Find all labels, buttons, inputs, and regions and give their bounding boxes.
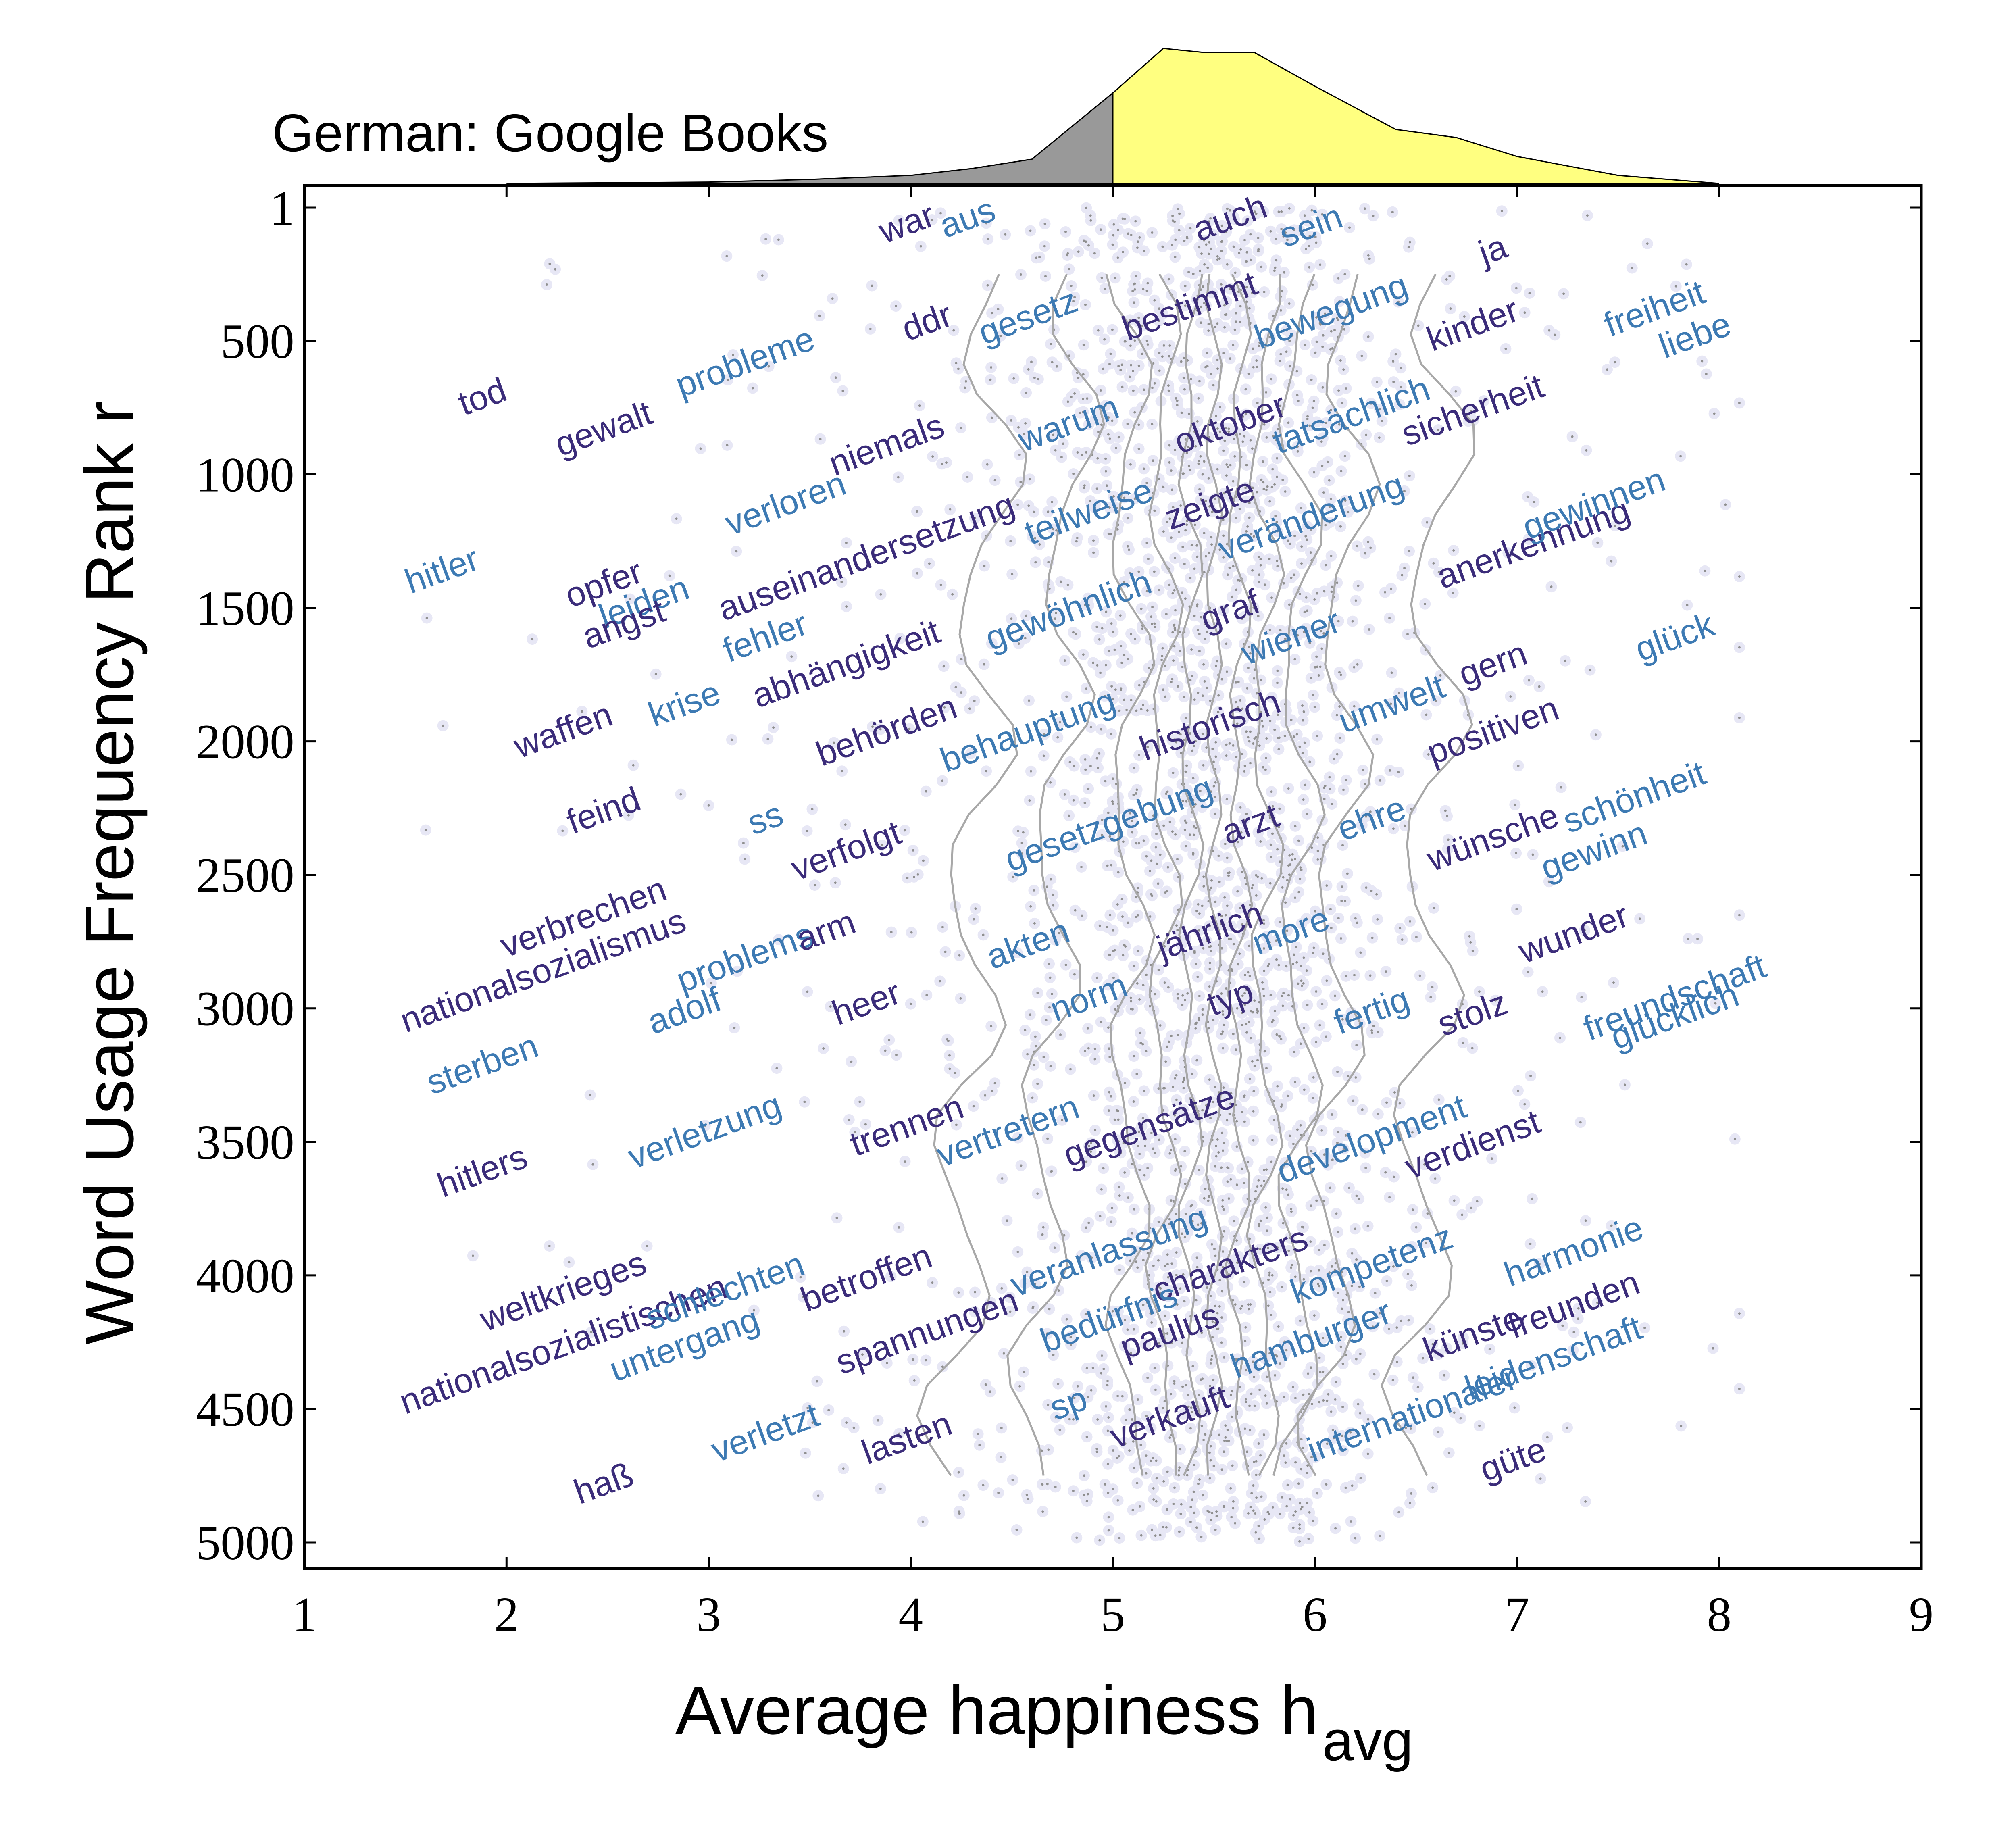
word-label: ja: [1472, 227, 1512, 273]
x-tick-label: 4: [898, 1588, 923, 1642]
contour-line: [1381, 273, 1476, 1476]
word-label: hitler: [400, 539, 484, 601]
contour-line: [1225, 273, 1253, 1476]
contour-line: [1104, 274, 1156, 1476]
x-tick-label: 8: [1707, 1588, 1731, 1642]
word-label: gern: [1454, 633, 1532, 694]
y-tick-label: 4000: [196, 1249, 294, 1303]
point-halos: [420, 202, 1745, 1547]
word-label: verletzung: [623, 1086, 787, 1177]
chart-title: German: Google Books: [272, 103, 828, 163]
y-tick-label: 2500: [196, 848, 294, 903]
y-tick-label: 3000: [196, 982, 294, 1036]
word-label: krise: [644, 673, 725, 734]
y-tick-label: 3500: [196, 1115, 294, 1170]
x-tick-label: 1: [292, 1588, 317, 1642]
x-tick-label: 2: [494, 1588, 519, 1642]
x-tick-label: 3: [696, 1588, 721, 1642]
contour-line: [1006, 273, 1105, 1476]
axis-ticks: 1 2 3 4 5 6 7 8 91500100015002000250030003500400…: [196, 181, 1934, 1642]
word-label: akten: [981, 911, 1075, 977]
x-tick-label: 6: [1303, 1588, 1327, 1642]
contour-line: [1177, 274, 1205, 1476]
histogram-positive-area: [1112, 48, 1719, 184]
y-tick-label: 2000: [196, 715, 294, 769]
x-axis-label-subscript: avg: [1322, 1709, 1413, 1772]
contour-line: [1272, 273, 1326, 1476]
contour-line: [1205, 274, 1223, 1476]
word-label: hitlers: [432, 1137, 532, 1205]
word-label: gewöhnlich: [980, 563, 1156, 658]
word-label: war: [873, 195, 939, 251]
word-label: ddr: [897, 295, 957, 349]
word-label: niemals: [824, 406, 949, 483]
y-tick-label: 5000: [196, 1516, 294, 1570]
word-label: norm: [1045, 966, 1132, 1029]
word-label: arm: [791, 902, 860, 959]
x-tick-label: 5: [1101, 1588, 1125, 1642]
y-tick-label: 500: [221, 314, 294, 369]
word-label: tod: [453, 370, 512, 423]
word-label: ehre: [1332, 788, 1411, 848]
word-label: feind: [562, 779, 646, 842]
x-axis-label: Average happiness havg: [675, 1672, 1413, 1772]
marginal-histogram: [506, 48, 1719, 184]
word-label: waffen: [508, 695, 617, 766]
x-axis-label-main: Average happiness h: [675, 1672, 1318, 1749]
contour-line: [1144, 273, 1184, 1476]
word-label: verloren: [720, 464, 851, 543]
contour-line: [1296, 274, 1381, 1476]
word-label: haß: [569, 1455, 638, 1512]
x-tick-label: 9: [1909, 1588, 1934, 1642]
word-label: heer: [827, 973, 906, 1033]
word-label: behörden: [811, 687, 962, 774]
contour-lines: [916, 273, 1476, 1476]
word-label: stolz: [1433, 983, 1513, 1044]
y-tick-label: 1500: [196, 581, 294, 636]
word-label: sterben: [421, 1026, 543, 1102]
word-label: probleme: [671, 319, 820, 405]
word-label: gesetz: [973, 281, 1083, 352]
word-label: glück: [1630, 605, 1720, 669]
word-label: wunder: [1513, 896, 1634, 971]
contour-line: [916, 273, 1028, 1476]
y-tick-label: 1000: [196, 448, 294, 502]
y-tick-label: 4500: [196, 1382, 294, 1437]
word-label: gewalt: [550, 393, 658, 464]
word-label: betroffen: [796, 1236, 937, 1319]
y-axis-label: Word Usage Frequency Rank r: [71, 401, 148, 1345]
x-tick-label: 7: [1505, 1588, 1529, 1642]
y-tick-label: 1: [270, 181, 294, 235]
contour-line: [1245, 274, 1285, 1476]
word-label: verletzt: [706, 1395, 824, 1470]
scatter-points: [420, 202, 1745, 1547]
word-label: ss: [742, 794, 788, 843]
